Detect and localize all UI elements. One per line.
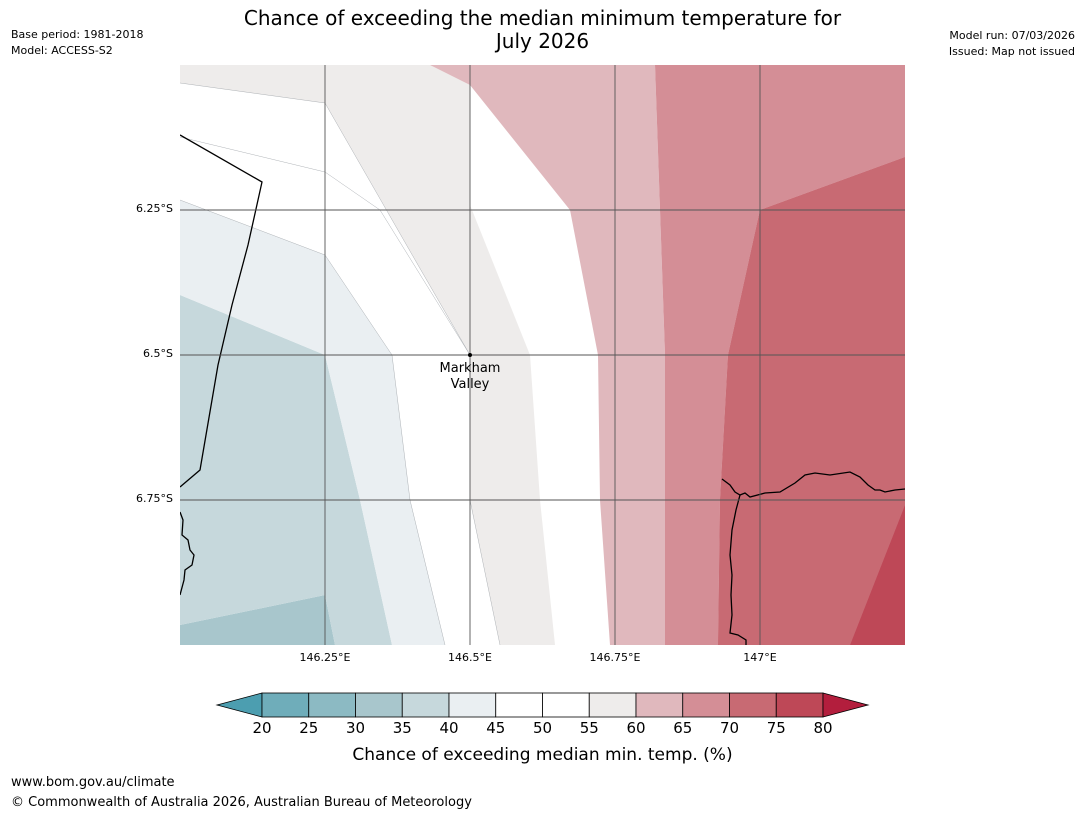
band-35-40 xyxy=(180,295,392,645)
lon-label-146-75: 146.75°E xyxy=(589,651,641,664)
base-period-text: Base period: 1981-2018 xyxy=(11,28,144,41)
lat-label-6-75: 6.75°S xyxy=(136,492,173,505)
map-title-line2: July 2026 xyxy=(495,29,590,53)
issued-text: Issued: Map not issued xyxy=(948,45,1075,58)
colorbar-low-extend xyxy=(215,692,263,718)
colorbar-tick-label: 65 xyxy=(673,719,693,737)
colorbar xyxy=(215,692,870,718)
colorbar-cell xyxy=(775,692,824,718)
colorbar-tick-label: 75 xyxy=(766,719,786,737)
colorbar-tick-label: 45 xyxy=(486,719,506,737)
colorbar-cell xyxy=(308,692,356,718)
colorbar-tick-label: 40 xyxy=(439,719,459,737)
colorbar-tick-label: 60 xyxy=(626,719,646,737)
place-label-line1: Markham xyxy=(440,361,501,376)
place-label-line2: Valley xyxy=(451,377,490,392)
colorbar-cell xyxy=(542,692,590,718)
colorbar-tick-label: 80 xyxy=(813,719,833,737)
coastline xyxy=(180,134,905,645)
colorbar-tick-label: 50 xyxy=(532,719,553,737)
band-40-45 xyxy=(180,200,445,645)
map-title-line1: Chance of exceeding the median minimum t… xyxy=(243,6,842,30)
colorbar-cell xyxy=(588,692,637,718)
markham-valley-marker[interactable] xyxy=(468,353,472,357)
colorbar-cell xyxy=(448,692,497,718)
colorbar-high-extend xyxy=(822,692,870,718)
probability-map[interactable]: Markham Valley xyxy=(180,65,905,645)
colorbar-cell xyxy=(401,692,450,718)
colorbar-cell xyxy=(635,692,684,718)
lat-label-6-25: 6.25°S xyxy=(136,202,173,215)
colorbar-tick-label: 25 xyxy=(299,719,319,737)
colorbar-tick-label: 30 xyxy=(345,719,366,737)
colorbar-cell xyxy=(261,692,310,718)
band-75-80 xyxy=(850,505,905,645)
colorbar-tick-label: 70 xyxy=(719,719,740,737)
band-30-35 xyxy=(180,595,335,645)
colorbar-tick-label: 20 xyxy=(252,719,272,737)
colorbar-cell xyxy=(682,692,730,718)
band-70-75 xyxy=(718,157,905,645)
lat-label-6-5: 6.5°S xyxy=(143,347,173,360)
model-run-text: Model run: 07/03/2026 xyxy=(949,29,1075,42)
lon-label-146-5: 146.5°E xyxy=(448,651,492,664)
map-canvas: Markham Valley xyxy=(180,65,905,645)
colorbar-cell xyxy=(729,692,777,718)
lon-label-146-25: 146.25°E xyxy=(299,651,351,664)
footer-url[interactable]: www.bom.gov.au/climate xyxy=(11,775,175,790)
lon-label-147: 147°E xyxy=(743,651,777,664)
colorbar-cell xyxy=(495,692,543,718)
colorbar-tick-label: 55 xyxy=(579,719,599,737)
colorbar-tick-label: 35 xyxy=(392,719,412,737)
graticule xyxy=(180,65,905,645)
map-title: Chance of exceeding the median minimum t… xyxy=(180,7,905,53)
model-text: Model: ACCESS-S2 xyxy=(11,44,113,57)
colorbar-label: Chance of exceeding median min. temp. (%… xyxy=(352,745,733,765)
footer-copyright: © Commonwealth of Australia 2026, Austra… xyxy=(11,795,472,810)
colorbar-cell xyxy=(355,692,403,718)
